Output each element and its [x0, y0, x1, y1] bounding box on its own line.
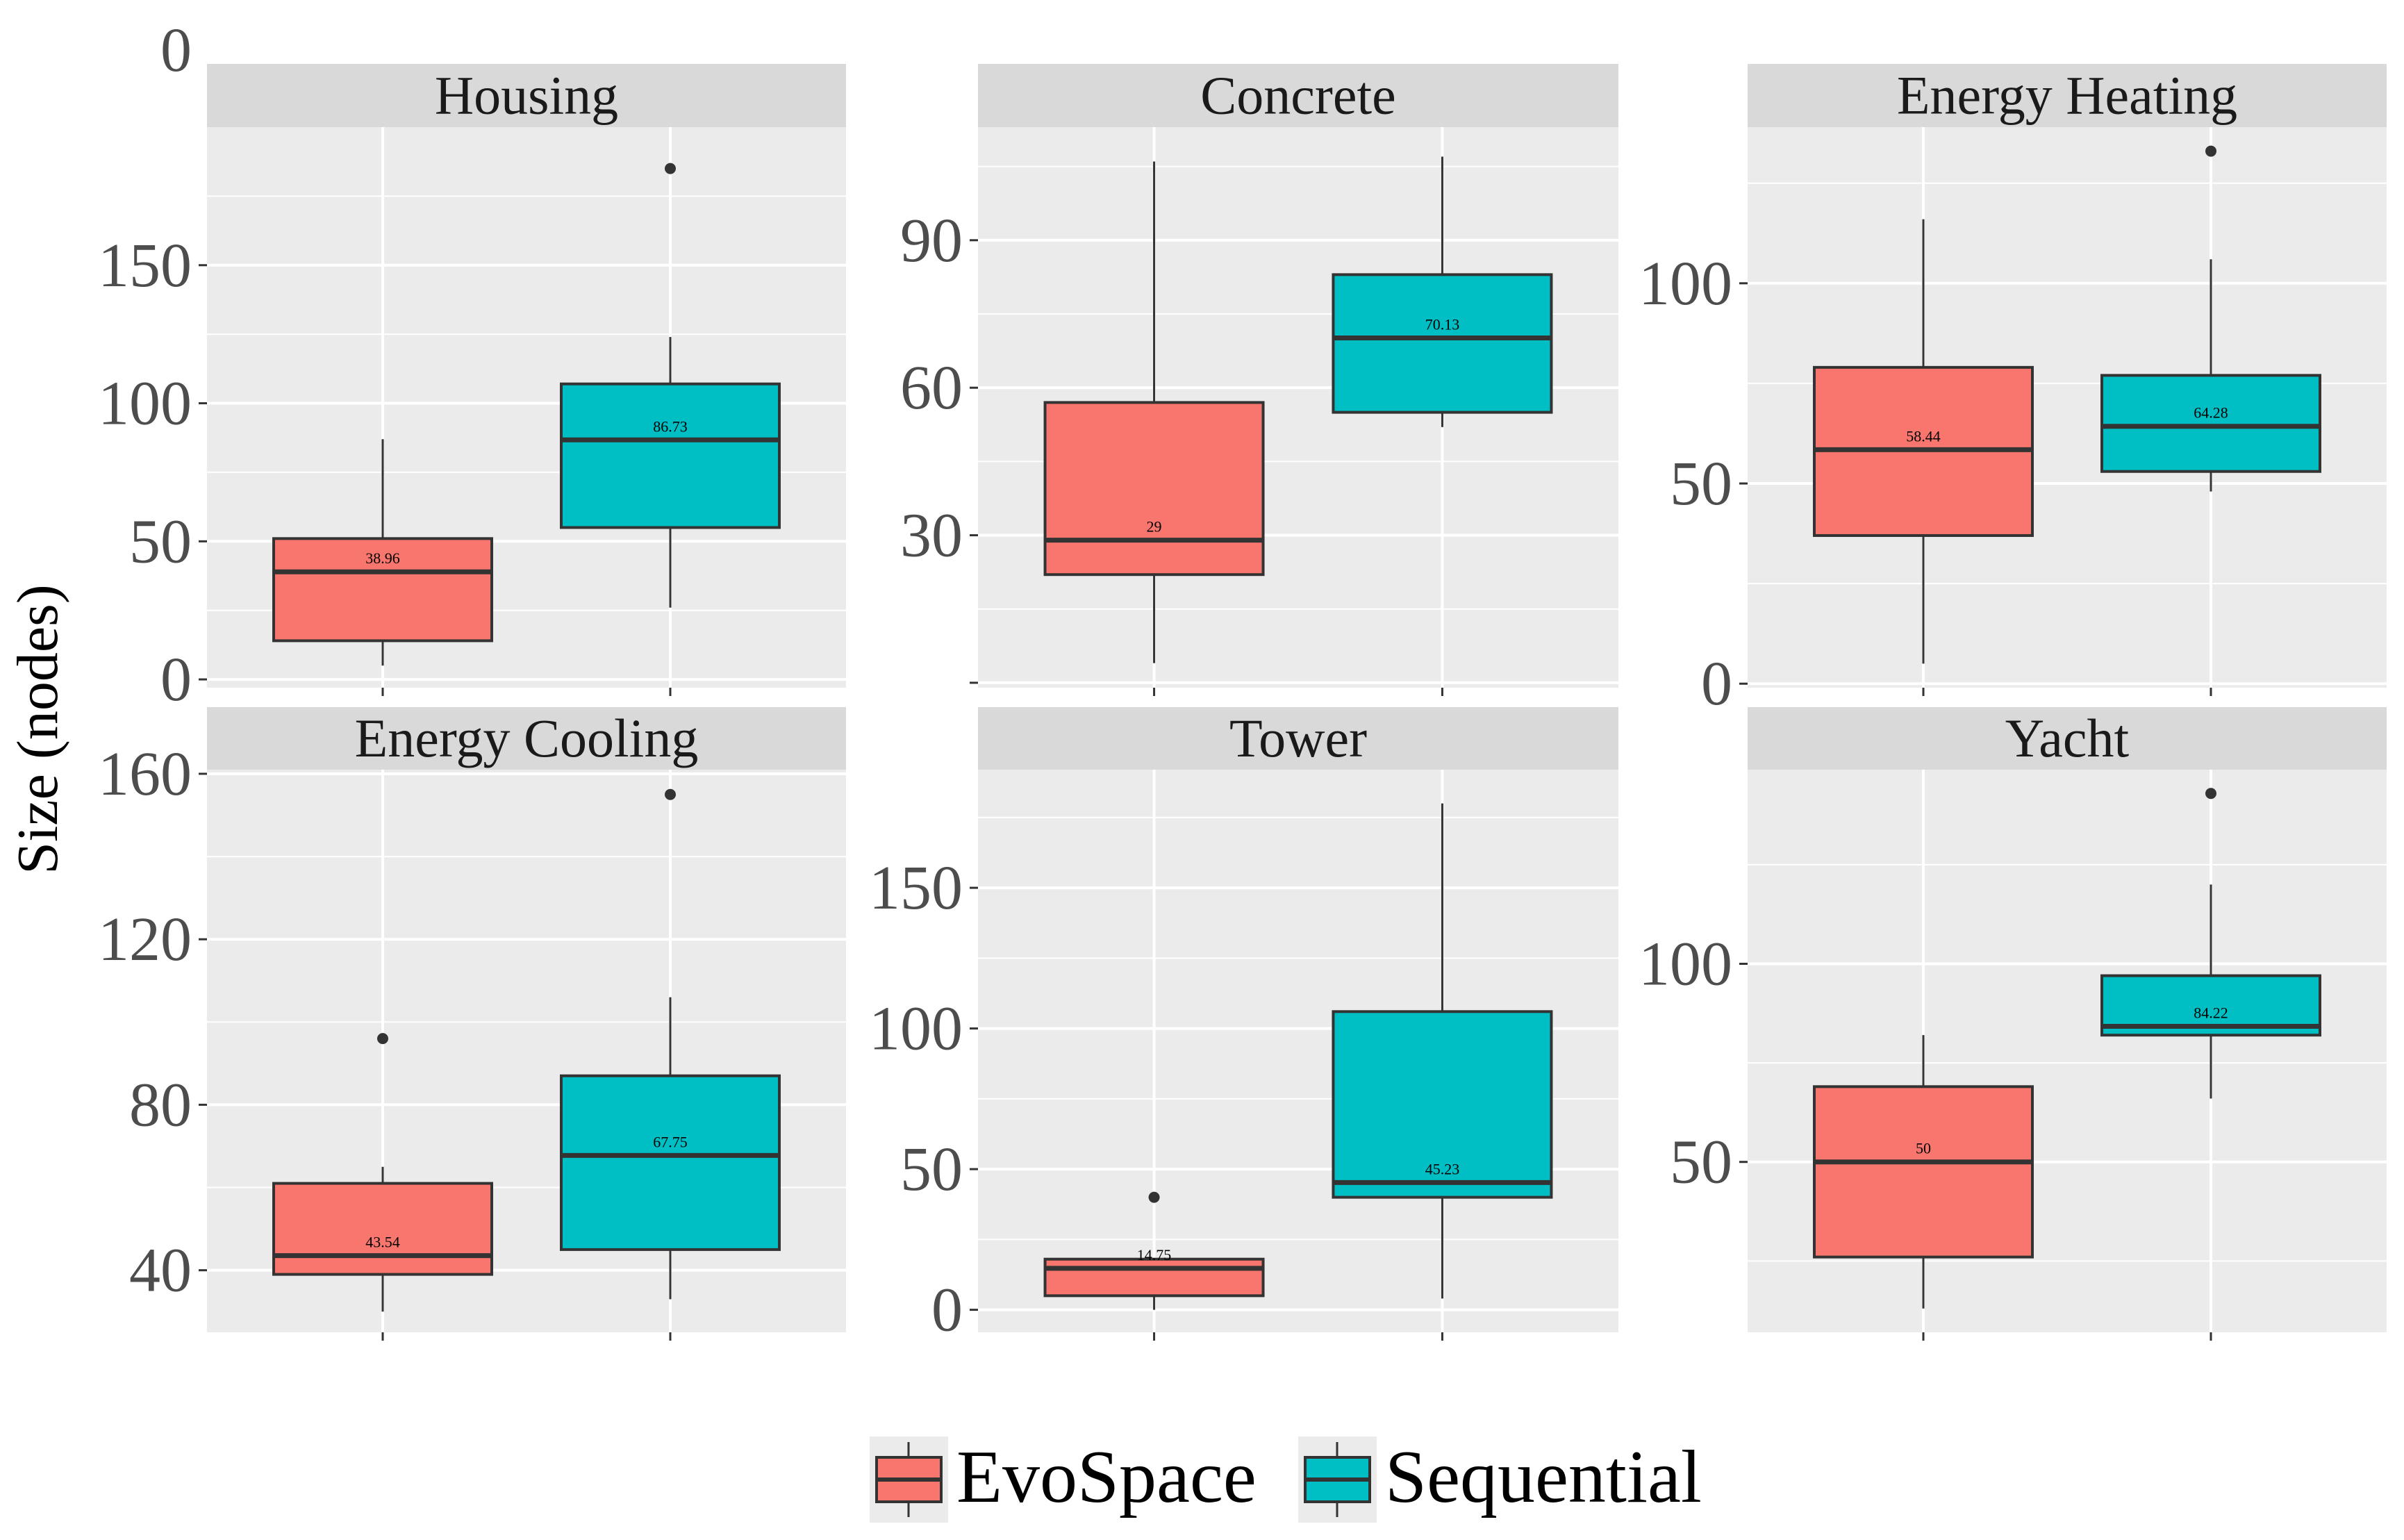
facet-title: Energy Cooling	[355, 708, 699, 768]
median-label: 14.75	[1137, 1246, 1172, 1264]
y-tick-label: 50	[129, 507, 192, 576]
y-tick-label: 100	[869, 995, 963, 1063]
y-tick-label: 30	[900, 502, 963, 570]
box-evospace: 50	[1813, 1035, 2034, 1309]
box-body	[1332, 273, 1553, 414]
median-label: 50	[1916, 1140, 1931, 1157]
median-label: 29	[1147, 518, 1162, 536]
outlier-point	[2205, 788, 2216, 800]
legend-label: Sequential	[1385, 1436, 1702, 1518]
y-tick-label: 50	[1670, 449, 1732, 518]
panel-tower: 0 50 100 150 Tower 14.75 45.23	[869, 707, 1618, 1345]
facet-title: Yacht	[2005, 708, 2130, 768]
box-body	[272, 1182, 493, 1276]
box-sequential: 64.28	[2100, 145, 2321, 492]
median-label: 38.96	[365, 549, 400, 567]
panel-housing: 0 50 100 150 Housing 0 38.96 86.73	[98, 16, 846, 714]
y-tick-label: 150	[869, 854, 963, 922]
box-sequential: 86.73	[560, 163, 781, 608]
y-tick-label: 50	[900, 1135, 963, 1204]
outlier-point	[1148, 1191, 1160, 1203]
box-evospace: 29	[1043, 161, 1265, 663]
box-body	[1332, 1010, 1553, 1199]
y-tick-label: 50	[1670, 1128, 1732, 1197]
y-tick-label: 160	[98, 740, 192, 809]
box-evospace: 43.54	[272, 1033, 493, 1312]
outlier-point	[665, 163, 676, 174]
y-tick-label: 80	[129, 1070, 192, 1139]
y-tick-label: 90	[900, 206, 963, 275]
extra-tick-label: 0	[160, 16, 192, 85]
facet-strip	[978, 64, 1618, 127]
facet-title: Energy Heating	[1897, 65, 2237, 126]
y-tick-label: 100	[98, 370, 192, 438]
facet-strip	[207, 707, 846, 770]
box-sequential: 84.22	[2100, 788, 2321, 1099]
legend-label: EvoSpace	[956, 1436, 1257, 1518]
facet-title: Tower	[1229, 708, 1367, 768]
outlier-point	[665, 788, 676, 800]
legend: EvoSpace Sequential	[865, 1436, 1743, 1527]
facet-strip	[978, 707, 1618, 770]
y-tick-label: 150	[98, 231, 192, 300]
box-evospace: 38.96	[272, 439, 493, 666]
y-tick-label: 120	[98, 905, 192, 974]
box-body	[2100, 374, 2321, 473]
panel-energy-cooling: 40 80 120 160 Energy Cooling 43.54 67.75	[98, 707, 846, 1341]
y-axis-title: Size (nodes)	[6, 584, 70, 875]
legend-item-sequential: Sequential	[1298, 1436, 1702, 1523]
y-tick-label: 40	[129, 1236, 192, 1305]
legend-item-evospace: EvoSpace	[870, 1436, 1257, 1523]
median-label: 43.54	[365, 1234, 400, 1251]
y-tick-label: 0	[160, 645, 192, 714]
median-label: 86.73	[653, 417, 688, 435]
facet-strip	[207, 64, 846, 127]
outlier-point	[2205, 145, 2216, 157]
y-tick-label: 60	[900, 354, 963, 422]
box-evospace: 14.75	[1043, 1191, 1265, 1310]
box-sequential: 70.13	[1332, 156, 1553, 427]
facet-strip	[1748, 707, 2387, 770]
median-label: 45.23	[1425, 1160, 1460, 1177]
y-tick-label: 0	[931, 1276, 963, 1345]
y-tick-label: 0	[1701, 649, 1732, 718]
median-label: 70.13	[1425, 315, 1460, 333]
median-label: 58.44	[1906, 427, 1941, 445]
facet-title: Housing	[435, 65, 618, 126]
box-body	[560, 1074, 781, 1251]
box-sequential: 45.23	[1332, 803, 1553, 1299]
box-evospace: 58.44	[1813, 219, 2034, 664]
facet-strip	[1748, 64, 2387, 127]
facet-panels: 0 50 100 150 Housing 0 38.96 86.73 30 60 90 Concret…	[98, 16, 2387, 1345]
box-body	[272, 537, 493, 643]
box-body	[1043, 401, 1265, 577]
median-label: 67.75	[653, 1133, 688, 1150]
outlier-point	[377, 1033, 388, 1045]
panel-yacht: 50 100 Yacht 50 84.22	[1639, 707, 2387, 1341]
panel-concrete: 30 60 90 Concrete 29 70.13	[900, 64, 1618, 696]
box-sequential: 67.75	[560, 788, 781, 1300]
panel-energy-heating: 0 50 100 Energy Heating 58.44 64.28	[1639, 64, 2387, 718]
facet-title: Concrete	[1200, 65, 1396, 126]
median-label: 64.28	[2194, 404, 2228, 422]
box-body	[1813, 1085, 2034, 1259]
median-label: 84.22	[2194, 1004, 2228, 1022]
y-tick-label: 100	[1639, 930, 1732, 999]
y-tick-label: 100	[1639, 249, 1732, 318]
box-body	[1043, 1257, 1265, 1298]
box-body	[560, 382, 781, 529]
